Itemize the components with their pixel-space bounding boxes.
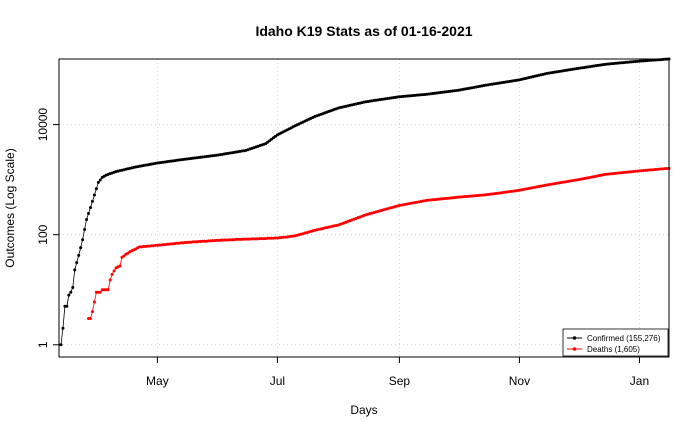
data-point <box>90 199 94 203</box>
data-point <box>61 326 65 330</box>
data-point <box>79 246 83 250</box>
legend-confirmed-marker <box>572 336 577 340</box>
data-point <box>90 310 94 314</box>
y-tick-label: 1 <box>36 341 50 348</box>
grid <box>59 59 669 357</box>
data-point <box>88 317 92 321</box>
data-point <box>65 304 69 308</box>
data-point <box>67 293 71 297</box>
legend: Confirmed (155,276) Deaths (1,605) <box>562 328 669 357</box>
data-point <box>98 290 102 294</box>
data-point <box>96 180 100 184</box>
data-point <box>69 290 73 294</box>
data-point <box>81 238 85 242</box>
series-deaths <box>87 166 671 321</box>
data-point <box>85 217 89 221</box>
x-axis: May Jul Sep Nov Jan <box>146 357 649 388</box>
series-layer <box>59 57 671 347</box>
data-point <box>92 193 96 197</box>
data-point <box>59 343 63 347</box>
data-point <box>106 288 110 292</box>
data-point <box>110 272 114 276</box>
legend-deaths-marker <box>572 347 577 351</box>
data-point <box>98 178 102 182</box>
data-point <box>108 278 112 282</box>
chart-title: Idaho K19 Stats as of 01-16-2021 <box>255 23 472 39</box>
data-point <box>71 285 75 289</box>
y-tick-label: 100 <box>36 224 50 244</box>
x-tick-label: Sep <box>389 374 411 388</box>
x-tick-label: Jul <box>270 374 285 388</box>
data-point <box>92 300 96 304</box>
legend-box <box>562 328 669 357</box>
data-point <box>73 268 77 272</box>
data-point <box>88 206 92 210</box>
y-axis: 1 100 10000 <box>36 108 59 348</box>
data-point <box>122 254 126 258</box>
x-axis-label: Days <box>350 403 377 417</box>
x-tick-label: Nov <box>509 374 530 388</box>
data-point <box>77 253 81 257</box>
legend-confirmed-label: Confirmed (155,276) <box>587 334 661 343</box>
data-point <box>94 187 98 191</box>
legend-deaths-label: Deaths (1,605) <box>587 345 640 354</box>
y-axis-label: Outcomes (Log Scale) <box>3 148 17 267</box>
x-tick-label: May <box>146 374 169 388</box>
data-point <box>75 261 79 265</box>
y-tick-label: 10000 <box>36 108 50 142</box>
data-point <box>118 264 122 268</box>
plot-frame <box>58 58 670 358</box>
data-point <box>87 212 91 216</box>
data-point <box>83 228 87 232</box>
series-confirmed <box>59 57 671 347</box>
x-tick-label: Jan <box>630 374 649 388</box>
data-point <box>112 269 116 273</box>
